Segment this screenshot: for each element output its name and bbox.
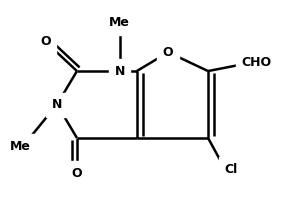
Text: Me: Me <box>9 140 30 153</box>
Text: O: O <box>163 46 174 59</box>
Text: N: N <box>52 98 62 111</box>
Text: O: O <box>40 35 51 48</box>
Text: CHO: CHO <box>241 56 272 69</box>
Text: Me: Me <box>109 17 130 29</box>
Text: Cl: Cl <box>224 163 237 176</box>
Text: O: O <box>72 167 82 180</box>
Text: N: N <box>115 65 125 78</box>
